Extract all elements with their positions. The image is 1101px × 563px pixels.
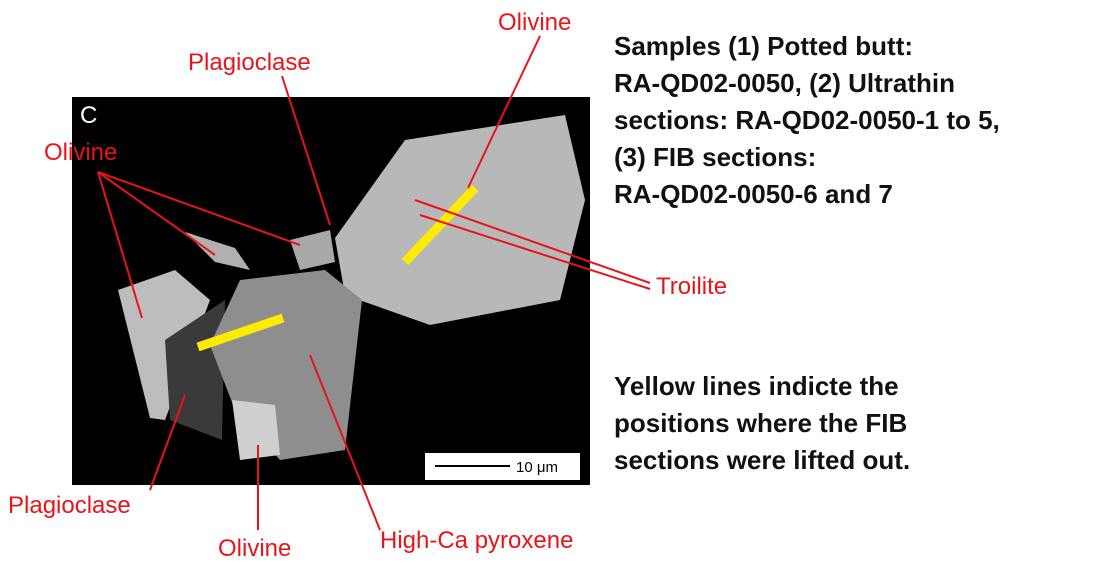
panel-label: C bbox=[80, 102, 97, 129]
note-line: positions where the FIB bbox=[614, 408, 907, 438]
mineral-label: High-Ca pyroxene bbox=[380, 527, 573, 554]
note-line: sections: RA-QD02-0050-1 to 5, bbox=[614, 105, 1000, 135]
figure: 10 μm C Olivine Plagioclase Olivine Troi… bbox=[0, 0, 1101, 563]
mineral-label: Plagioclase bbox=[188, 49, 311, 76]
note-line: Yellow lines indicte the bbox=[614, 371, 899, 401]
note-line: sections were lifted out. bbox=[614, 445, 910, 475]
note-line: Samples (1) Potted butt: bbox=[614, 31, 913, 61]
mineral-label: Plagioclase bbox=[8, 492, 131, 519]
notes: Samples (1) Potted butt: RA-QD02-0050, (2… bbox=[614, 31, 1000, 475]
note-line: RA-QD02-0050-6 and 7 bbox=[614, 179, 893, 209]
scale-label: 10 μm bbox=[516, 459, 558, 476]
mineral-label: Olivine bbox=[44, 139, 117, 166]
mineral-label: Olivine bbox=[498, 9, 571, 36]
mineral-label: Olivine bbox=[218, 535, 291, 562]
grain bbox=[232, 400, 280, 460]
note-line: (3) FIB sections: bbox=[614, 142, 816, 172]
note-line: RA-QD02-0050, (2) Ultrathin bbox=[614, 68, 955, 98]
micrograph: 10 μm C bbox=[72, 97, 590, 485]
mineral-label: Troilite bbox=[656, 273, 727, 300]
